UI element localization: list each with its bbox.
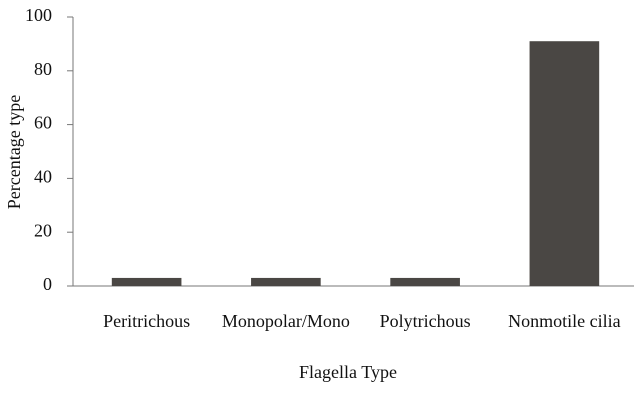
x-tick-label: Polytrichous bbox=[380, 311, 471, 331]
y-tick-label: 40 bbox=[34, 167, 52, 187]
y-tick-label: 20 bbox=[34, 220, 52, 240]
y-tick-label: 60 bbox=[34, 113, 52, 133]
bar bbox=[390, 277, 460, 286]
y-tick-label: 100 bbox=[25, 5, 52, 25]
x-tick-label: Monopolar/Mono bbox=[222, 311, 350, 331]
y-axis-title: Percentage type bbox=[4, 95, 24, 209]
y-tick-label: 0 bbox=[43, 274, 52, 294]
x-tick-label: Peritrichous bbox=[103, 311, 190, 331]
bar bbox=[251, 277, 321, 286]
x-axis-title: Flagella Type bbox=[299, 362, 397, 382]
x-tick-label: Nonmotile cilia bbox=[508, 311, 620, 331]
bar bbox=[111, 277, 182, 286]
y-tick-label: 80 bbox=[34, 59, 52, 79]
bar bbox=[529, 41, 600, 287]
